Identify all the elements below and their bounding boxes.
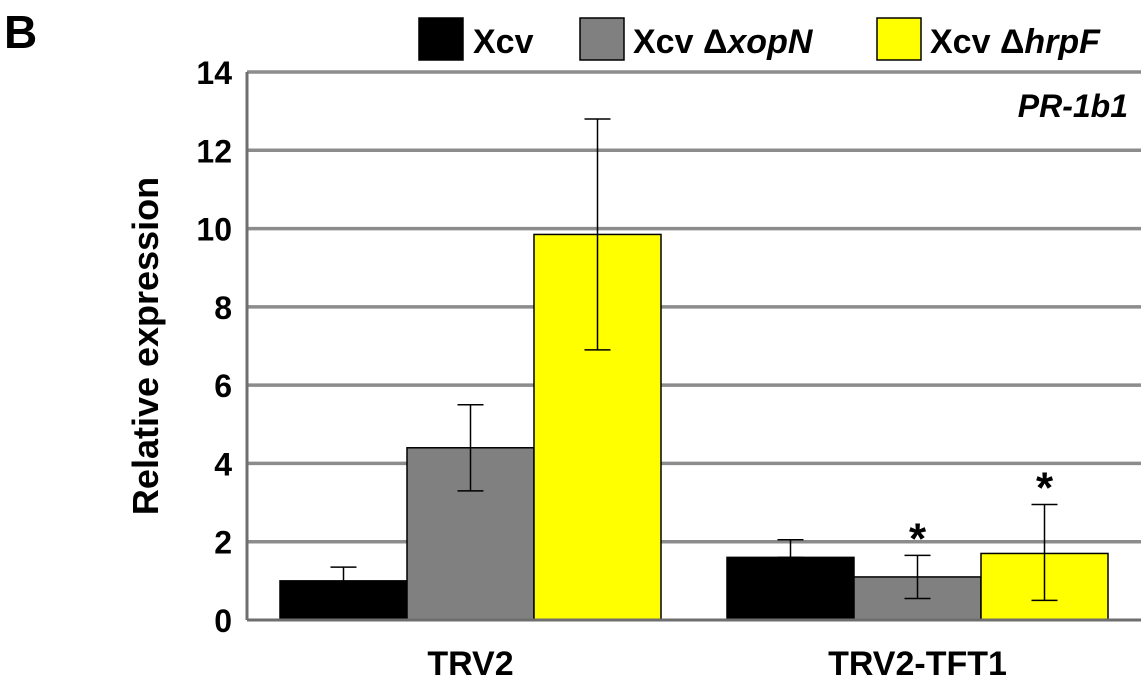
significance-star: * — [1036, 464, 1054, 513]
bar — [726, 556, 855, 621]
axes — [245, 72, 1141, 622]
significance-markers: ** — [909, 464, 1054, 564]
legend-label: Xcv ΔxopN — [633, 23, 814, 61]
x-tick-label: TRV2 — [427, 645, 513, 683]
bars — [279, 233, 1109, 621]
y-axis-label: Relative expression — [125, 177, 166, 515]
y-tick-label: 14 — [196, 55, 232, 91]
panel-label: B — [4, 6, 37, 58]
y-tick-label: 10 — [196, 212, 232, 248]
legend-swatch — [579, 17, 625, 61]
legend-swatch — [876, 17, 922, 61]
y-tick-label: 12 — [196, 133, 232, 169]
error-bars — [330, 118, 1058, 621]
legend-label: Xcv ΔhrpF — [930, 23, 1101, 61]
y-tick-label: 4 — [214, 446, 232, 482]
y-tick-label: 2 — [214, 525, 232, 561]
significance-star: * — [909, 514, 927, 563]
x-tick-label: TRV2-TFT1 — [828, 645, 1007, 683]
gridlines — [247, 70, 1141, 544]
y-tick-labels: 0 2 4 6 8 10 12 14 — [196, 55, 232, 639]
x-tick-labels: TRV2 TRV2-TFT1 — [427, 645, 1007, 683]
y-tick-label: 0 — [214, 603, 232, 639]
legend-label: Xcv — [473, 23, 534, 61]
gene-annotation: PR-1b1 — [1018, 88, 1128, 124]
y-tick-label: 8 — [214, 290, 232, 326]
legend-swatch — [418, 17, 464, 61]
y-tick-label: 6 — [214, 368, 232, 404]
legend: Xcv Xcv ΔxopN Xcv ΔhrpF — [418, 17, 1101, 61]
